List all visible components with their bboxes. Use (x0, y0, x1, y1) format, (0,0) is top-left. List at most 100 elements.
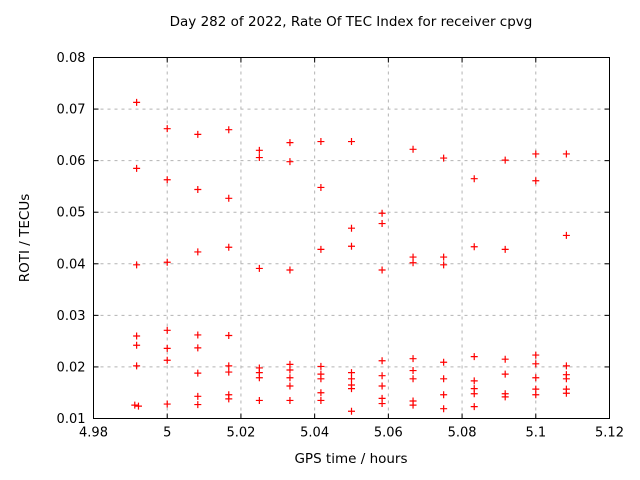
plot-border (93, 57, 610, 419)
data-point-marker (409, 145, 417, 153)
data-point-marker (286, 139, 294, 147)
data-point-marker (317, 396, 325, 404)
data-point-marker (378, 382, 386, 390)
data-point-marker (163, 344, 171, 352)
data-point-marker (286, 366, 294, 374)
data-point-marker (163, 258, 171, 266)
data-point-marker (562, 375, 570, 383)
data-point-marker (470, 390, 478, 398)
data-point-marker (348, 375, 355, 383)
data-point-marker (194, 248, 202, 256)
data-point-marker (133, 332, 141, 340)
data-point-marker (501, 355, 509, 363)
data-point-marker (409, 355, 417, 363)
data-point-marker (532, 360, 540, 368)
data-point-marker (194, 369, 202, 377)
data-point-marker (470, 353, 478, 361)
data-point-marker (133, 98, 141, 106)
data-point-marker (194, 130, 202, 138)
data-point-marker (440, 391, 448, 399)
data-point-marker (440, 375, 448, 383)
data-point-marker (501, 370, 509, 378)
data-point-marker (133, 362, 141, 370)
data-point-marker (440, 261, 448, 269)
data-point-marker (532, 391, 540, 399)
data-point-marker (378, 266, 386, 274)
data-point-marker (409, 375, 417, 383)
data-point-marker (163, 326, 171, 334)
data-point-marker (378, 209, 386, 217)
data-point-marker (131, 401, 139, 409)
data-point-marker (255, 146, 263, 154)
x-tick-label: 5.02 (226, 426, 255, 441)
x-tick-label: 5.04 (300, 426, 329, 441)
data-point-marker (225, 126, 233, 134)
data-point-marker (348, 224, 355, 232)
data-point-marker (286, 158, 294, 166)
y-tick-label: 0.03 (57, 309, 86, 324)
data-point-marker (470, 243, 478, 251)
y-tick-label: 0.01 (57, 412, 86, 427)
data-point-marker (133, 164, 141, 172)
data-point-marker (225, 368, 233, 376)
data-point-marker (163, 176, 171, 184)
data-point-marker (286, 396, 294, 404)
data-point-marker (286, 374, 294, 382)
data-point-marker (532, 150, 540, 158)
data-point-marker (501, 393, 509, 401)
data-point-marker (163, 125, 171, 133)
y-tick-label: 0.08 (57, 51, 86, 66)
x-tick-label: 5 (163, 426, 171, 441)
chart-title: Day 282 of 2022, Rate Of TEC Index for r… (169, 14, 533, 30)
y-tick-label: 0.02 (57, 360, 86, 375)
x-axis-label: GPS time / hours (294, 451, 408, 467)
data-point-marker (194, 344, 202, 352)
y-tick-label: 0.05 (57, 206, 86, 221)
data-point-marker (470, 403, 478, 411)
data-point-marker (470, 175, 478, 183)
data-point-marker (194, 331, 202, 339)
data-point-marker (317, 138, 325, 146)
data-point-marker (255, 264, 263, 272)
data-point-marker (163, 400, 171, 408)
data-point-marker (378, 400, 386, 408)
data-point-marker (440, 253, 448, 261)
x-tick-label: 5.12 (595, 426, 624, 441)
y-tick-label: 0.06 (57, 154, 86, 169)
data-point-marker (378, 372, 386, 380)
x-tick-label: 5.1 (525, 426, 546, 441)
data-point-marker (194, 392, 202, 400)
data-point-marker (286, 382, 294, 390)
data-point-marker (348, 242, 355, 250)
data-point-marker (440, 154, 448, 162)
data-point-marker (501, 245, 509, 253)
data-point-marker (317, 245, 325, 253)
data-point-marker (194, 401, 202, 409)
x-tick-label: 4.98 (79, 426, 108, 441)
data-point-marker (255, 396, 263, 404)
data-point-marker (409, 401, 417, 409)
data-point-marker (348, 407, 355, 415)
data-point-marker (348, 385, 355, 393)
x-tick-label: 5.06 (374, 426, 403, 441)
data-point-marker (440, 405, 448, 413)
data-point-marker (225, 331, 233, 339)
data-point-marker (255, 374, 263, 382)
data-point-marker (378, 220, 386, 228)
data-point-marker (532, 351, 540, 359)
data-point-marker (163, 356, 171, 364)
data-point-marker (225, 243, 233, 251)
data-point-marker (317, 183, 325, 191)
data-point-marker (133, 261, 141, 269)
data-point-marker (409, 259, 417, 267)
data-point-marker (317, 375, 325, 383)
data-point-marker (225, 362, 233, 370)
x-tick-label: 5.08 (448, 426, 477, 441)
data-point-marker (255, 154, 263, 162)
data-point-marker (225, 395, 233, 403)
data-point-marker (562, 150, 570, 158)
y-tick-label: 0.07 (57, 103, 86, 118)
data-point-marker (440, 358, 448, 366)
